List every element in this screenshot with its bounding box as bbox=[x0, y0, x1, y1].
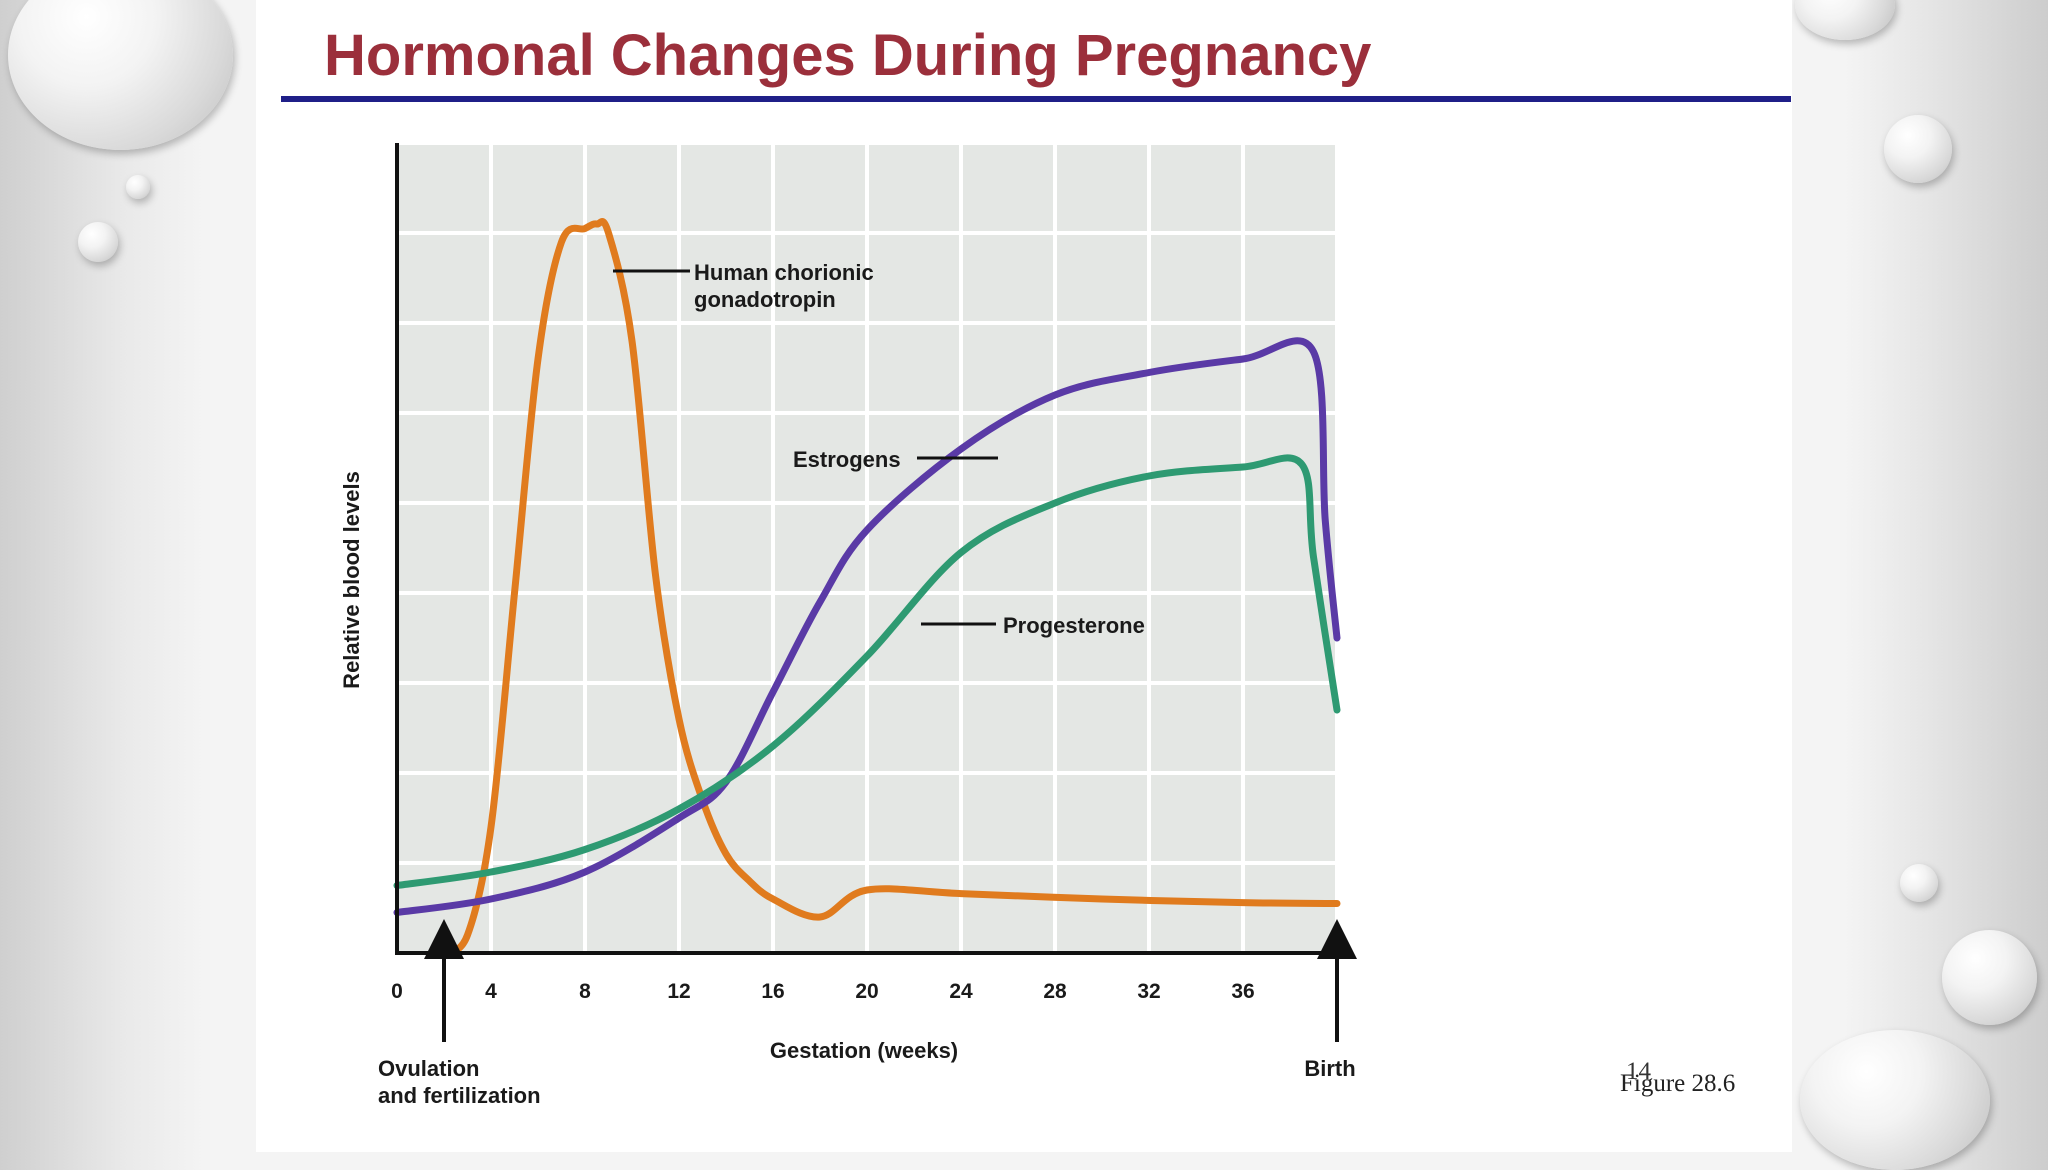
birth-annotation: Birth bbox=[1304, 1056, 1355, 1081]
x-tick-label: 4 bbox=[485, 980, 497, 1003]
grid-lines bbox=[397, 141, 1339, 953]
y-axis-label: Relative blood levels bbox=[339, 471, 364, 689]
estrogens-label: Estrogens bbox=[793, 447, 901, 472]
decorative-bubble bbox=[78, 222, 118, 262]
decorative-bubble bbox=[8, 0, 233, 150]
progesterone-line bbox=[393, 454, 1341, 889]
hcg-label: gonadotropin bbox=[694, 287, 836, 312]
decorative-bubble bbox=[1900, 864, 1938, 902]
hcg-label: Human chorionic bbox=[694, 260, 874, 285]
slide-title: Hormonal Changes During Pregnancy bbox=[324, 23, 1372, 88]
x-tick-labels: 0 4 8 12 16 20 24 28 32 36 bbox=[391, 980, 1255, 1003]
ovulation-annotation: and fertilization bbox=[378, 1083, 541, 1108]
figure-caption: Figure 28.6 bbox=[1620, 1070, 1736, 1097]
decorative-bubble bbox=[1884, 115, 1952, 183]
x-tick-label: 32 bbox=[1137, 980, 1160, 1003]
x-tick-label: 16 bbox=[761, 980, 784, 1003]
title-underline bbox=[281, 96, 1791, 102]
x-tick-label: 0 bbox=[391, 980, 403, 1003]
ovulation-annotation: Ovulation bbox=[378, 1056, 479, 1081]
x-tick-label: 24 bbox=[949, 980, 973, 1003]
hcg-line bbox=[440, 217, 1341, 957]
x-tick-label: 20 bbox=[855, 980, 878, 1003]
page-number: 14 bbox=[1626, 1058, 1651, 1085]
slide: Hormonal Changes During Pregnancy 0 4 8 12 1… bbox=[256, 0, 1792, 1152]
progesterone-label: Progesterone bbox=[1003, 613, 1145, 638]
x-tick-label: 12 bbox=[667, 980, 690, 1003]
series-lines bbox=[393, 217, 1341, 957]
x-axis-label: Gestation (weeks) bbox=[770, 1038, 958, 1063]
hormone-chart: 0 4 8 12 16 20 24 28 32 36 Human chorionicgonadot… bbox=[339, 141, 1357, 1108]
axes bbox=[395, 143, 1339, 955]
decorative-bubble bbox=[126, 175, 150, 199]
x-tick-label: 8 bbox=[579, 980, 591, 1003]
x-tick-label: 28 bbox=[1043, 980, 1067, 1003]
decorative-bubble bbox=[1800, 1030, 1990, 1170]
estrogens-line bbox=[393, 337, 1341, 916]
decorative-bubble bbox=[1942, 930, 2037, 1025]
decorative-bubble bbox=[1795, 0, 1895, 40]
x-tick-label: 36 bbox=[1231, 980, 1254, 1003]
